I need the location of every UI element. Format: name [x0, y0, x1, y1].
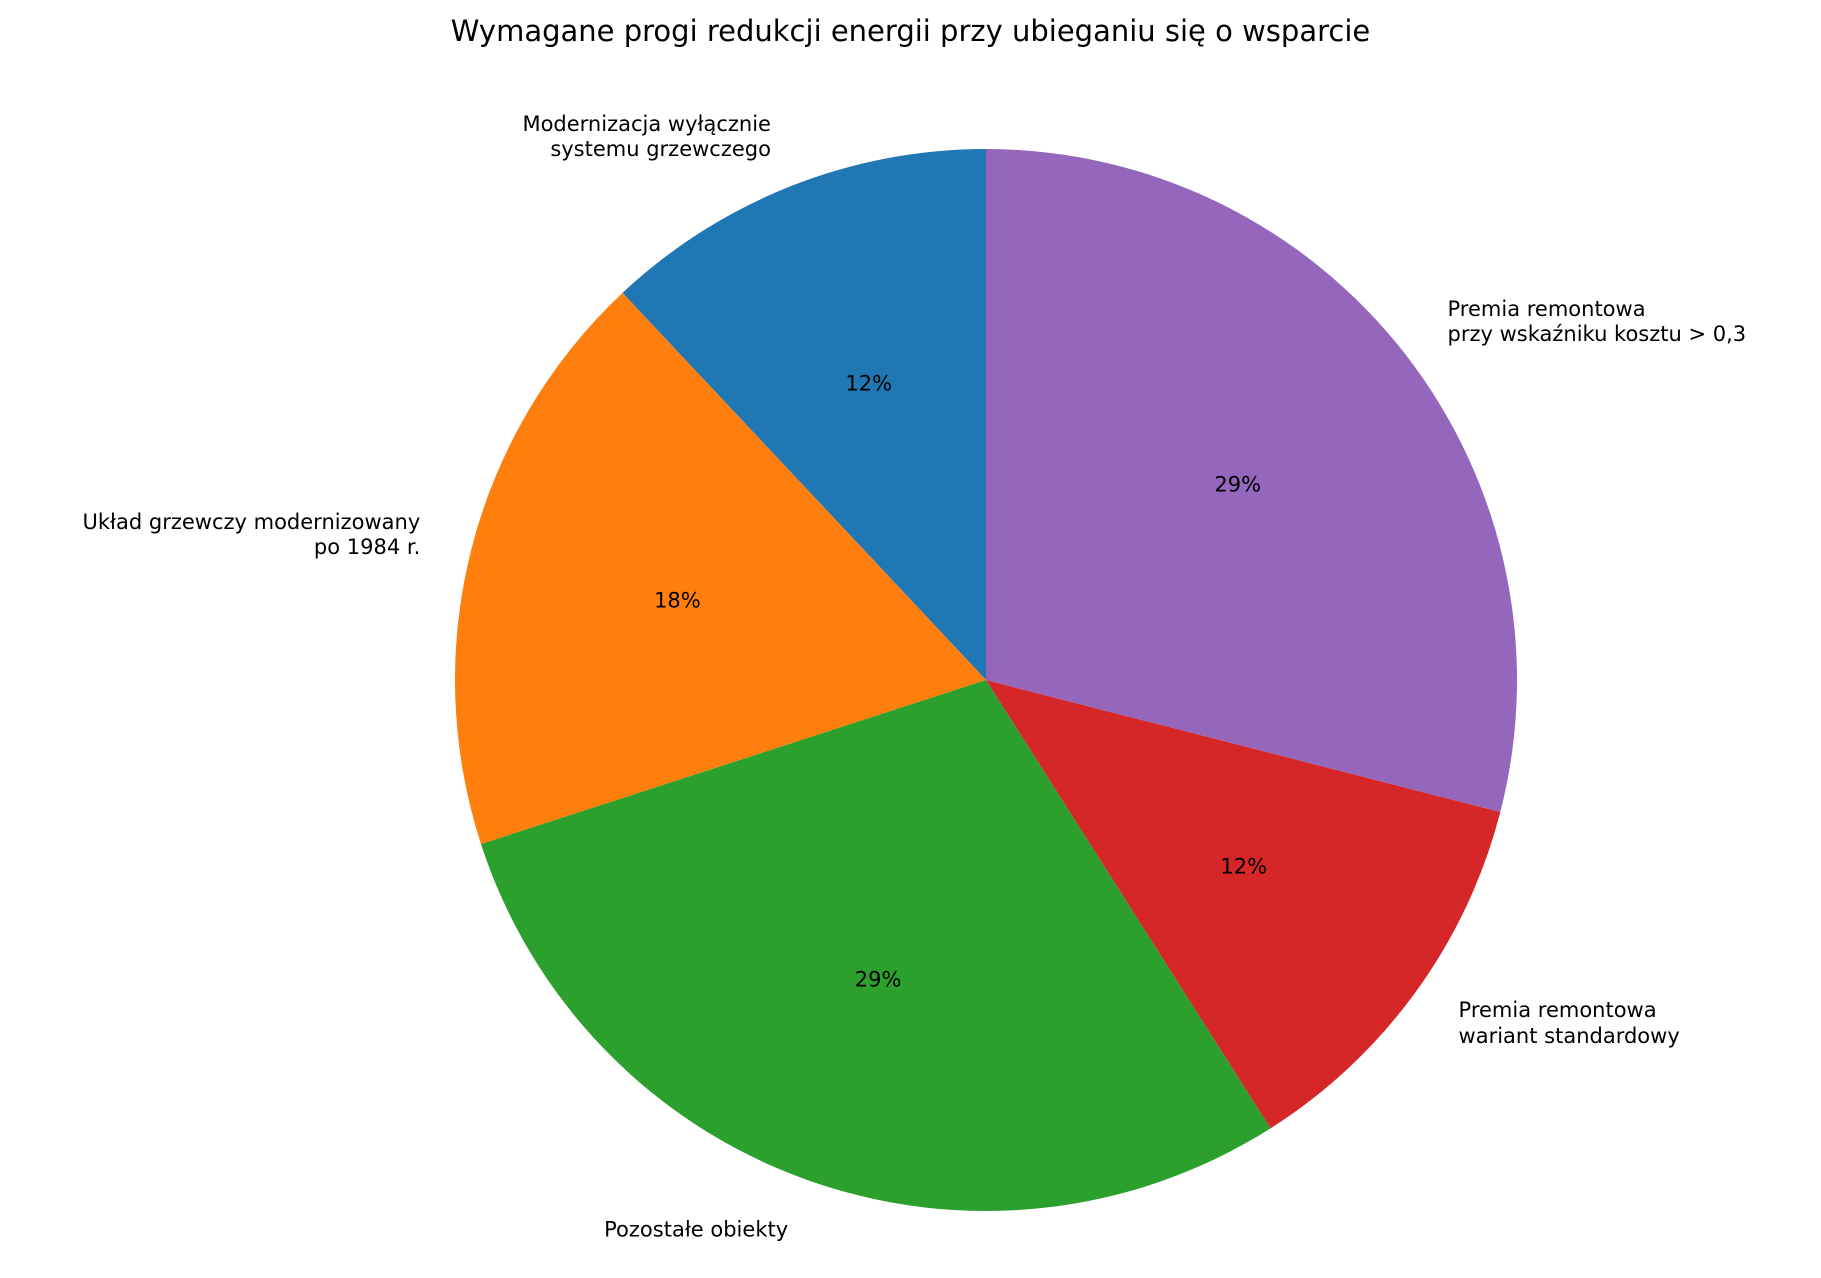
pie-slice	[622, 149, 986, 680]
slice-label: Premia remontowa przy wskaźniku kosztu >…	[1447, 296, 1747, 346]
percent-label: 18%	[654, 588, 701, 613]
percent-label: 29%	[1214, 472, 1262, 497]
pie-slice	[986, 149, 1517, 813]
pie-slice	[986, 680, 1501, 1129]
slice-label: Modernizacja wyłącznie systemu grzewczeg…	[522, 111, 771, 161]
percent-label: 12%	[1220, 854, 1268, 879]
slice-label: Pozostałe obiekty	[604, 1216, 789, 1241]
slice-label: Premia remontowa wariant standardowy	[1458, 998, 1680, 1048]
pie-slice	[455, 292, 986, 845]
chart-title: Wymagane progi redukcji energii przy ubi…	[450, 14, 1371, 48]
percent-label: 29%	[854, 967, 902, 992]
percent-label: 12%	[845, 371, 893, 396]
slice-label: Układ grzewczy modernizowany po 1984 r.	[82, 509, 421, 559]
pie-slice	[480, 680, 1271, 1211]
